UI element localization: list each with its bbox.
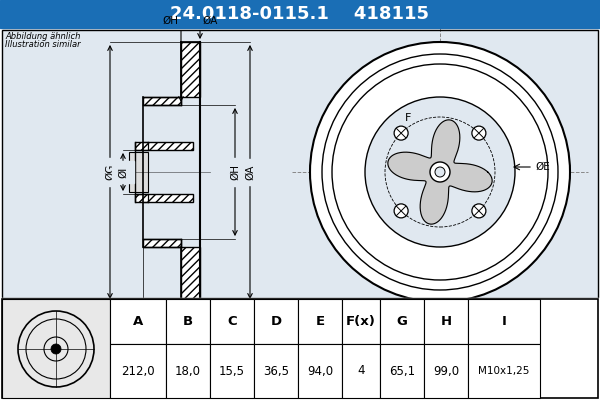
Text: 99,0: 99,0 — [433, 364, 459, 378]
Text: M10x1,25: M10x1,25 — [478, 366, 530, 376]
Bar — [2, 299, 598, 398]
Bar — [424, 344, 468, 398]
Text: ØH: ØH — [230, 164, 240, 180]
Text: G: G — [397, 315, 407, 328]
Text: ØA: ØA — [245, 164, 255, 180]
Bar — [166, 344, 210, 398]
Text: ®: ® — [379, 226, 391, 238]
Bar — [254, 299, 298, 344]
Text: ØG: ØG — [105, 164, 115, 180]
Text: Abbildung ähnlich: Abbildung ähnlich — [5, 32, 80, 41]
Bar — [143, 239, 181, 247]
Bar — [166, 299, 210, 344]
Bar — [2, 299, 110, 398]
Bar — [298, 344, 342, 398]
Bar — [468, 299, 540, 344]
Text: 18,0: 18,0 — [175, 364, 201, 378]
Text: F(x): F(x) — [346, 315, 376, 328]
Bar — [380, 299, 424, 344]
Circle shape — [472, 204, 486, 218]
Bar — [254, 344, 298, 398]
Text: ØE: ØE — [535, 162, 550, 172]
Bar — [135, 194, 193, 202]
Bar — [298, 299, 342, 344]
Text: A: A — [133, 315, 143, 328]
Text: 36,5: 36,5 — [263, 364, 289, 378]
Text: ØA: ØA — [202, 16, 217, 26]
Bar — [342, 344, 380, 398]
Text: Illustration similar: Illustration similar — [5, 40, 80, 49]
Text: 94,0: 94,0 — [307, 364, 333, 378]
Text: C (MTH): C (MTH) — [210, 313, 251, 323]
Polygon shape — [143, 97, 181, 105]
Text: ØI: ØI — [118, 166, 128, 178]
Bar — [0, 298, 600, 400]
Text: B: B — [183, 315, 193, 328]
Circle shape — [394, 126, 408, 140]
Circle shape — [430, 162, 450, 182]
Circle shape — [435, 167, 445, 177]
Text: D: D — [271, 315, 281, 328]
Polygon shape — [181, 247, 200, 302]
Bar — [181, 42, 200, 97]
Circle shape — [472, 126, 486, 140]
Text: 4: 4 — [357, 364, 365, 378]
Bar — [380, 344, 424, 398]
Bar — [468, 344, 540, 398]
Text: D: D — [167, 325, 176, 335]
Text: I: I — [502, 315, 506, 328]
Text: F: F — [405, 113, 412, 123]
Circle shape — [310, 42, 570, 302]
Text: E: E — [316, 315, 325, 328]
Bar — [110, 299, 166, 344]
Bar — [129, 152, 148, 192]
Bar — [210, 344, 254, 398]
Text: ØH: ØH — [162, 16, 178, 26]
Bar — [110, 344, 166, 398]
Circle shape — [365, 97, 515, 247]
Bar — [424, 299, 468, 344]
Polygon shape — [181, 42, 200, 97]
Bar — [342, 299, 380, 344]
Bar — [181, 247, 200, 302]
Text: H: H — [440, 315, 452, 328]
Bar — [2, 30, 598, 298]
Bar — [2, 30, 598, 298]
Text: 24.0118-0115.1    418115: 24.0118-0115.1 418115 — [170, 5, 430, 23]
Text: 212,0: 212,0 — [121, 364, 155, 378]
Polygon shape — [388, 120, 492, 224]
Text: 65,1: 65,1 — [389, 364, 415, 378]
Text: Ate: Ate — [336, 208, 404, 242]
Bar — [135, 142, 193, 150]
Circle shape — [394, 204, 408, 218]
Text: B: B — [187, 312, 194, 322]
Circle shape — [51, 344, 61, 354]
Text: C: C — [227, 315, 237, 328]
Text: 15,5: 15,5 — [219, 364, 245, 378]
Bar — [0, 0, 600, 28]
Bar — [143, 97, 181, 105]
Bar — [210, 299, 254, 344]
